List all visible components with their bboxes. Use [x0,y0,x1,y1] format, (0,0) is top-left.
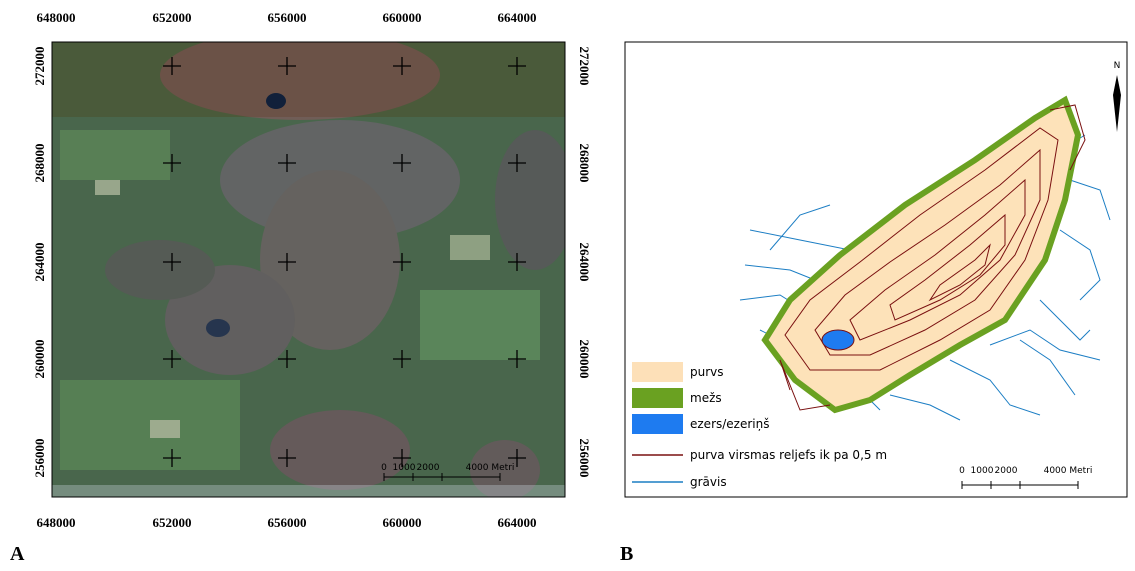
scale-label: 4000 Metri [466,463,515,473]
y-tick-label: 264000 [577,243,592,282]
y-tick-label: 272000 [32,47,47,86]
scale-label: 4000 Metri [1044,466,1093,476]
x-tick-label: 660000 [383,515,422,530]
legend-label: purva virsmas reljefs ik pa 0,5 m [690,448,887,462]
legend-label: grāvis [690,475,727,489]
legend-label: purvs [690,365,724,379]
scale-label: 1000 [971,466,994,476]
y-tick-label: 256000 [577,439,592,478]
y-tick-label: 268000 [577,144,592,183]
y-tick-label: 256000 [32,439,47,478]
scale-label: 0 [959,466,965,476]
scale-label: 2000 [995,466,1018,476]
x-tick-label: 656000 [268,10,307,25]
x-tick-label: 648000 [37,10,76,25]
lake [822,330,854,350]
y-tick-label: 260000 [577,340,592,379]
x-tick-label: 652000 [153,515,192,530]
satellite-image [52,30,575,500]
scale-label: 1000 [393,463,416,473]
scale-label: 0 [381,463,387,473]
figure: 0100020004000 Metri A purvsmežsezers/eze… [0,0,1135,571]
legend-label: ezers/ezeriņš [690,417,769,431]
legend-label: mežs [690,391,722,405]
north-label: N [1114,61,1121,71]
x-tick-label: 660000 [383,10,422,25]
y-tick-label: 260000 [32,340,47,379]
x-tick-label: 664000 [498,10,537,25]
x-tick-label: 664000 [498,515,537,530]
x-tick-label: 656000 [268,515,307,530]
y-tick-label: 272000 [577,47,592,86]
panel-label: B [620,543,633,565]
y-tick-label: 268000 [32,144,47,183]
scale-label: 2000 [417,463,440,473]
x-tick-label: 652000 [153,10,192,25]
panel-label: A [10,543,25,565]
x-tick-label: 648000 [37,515,76,530]
y-tick-label: 264000 [32,243,47,282]
